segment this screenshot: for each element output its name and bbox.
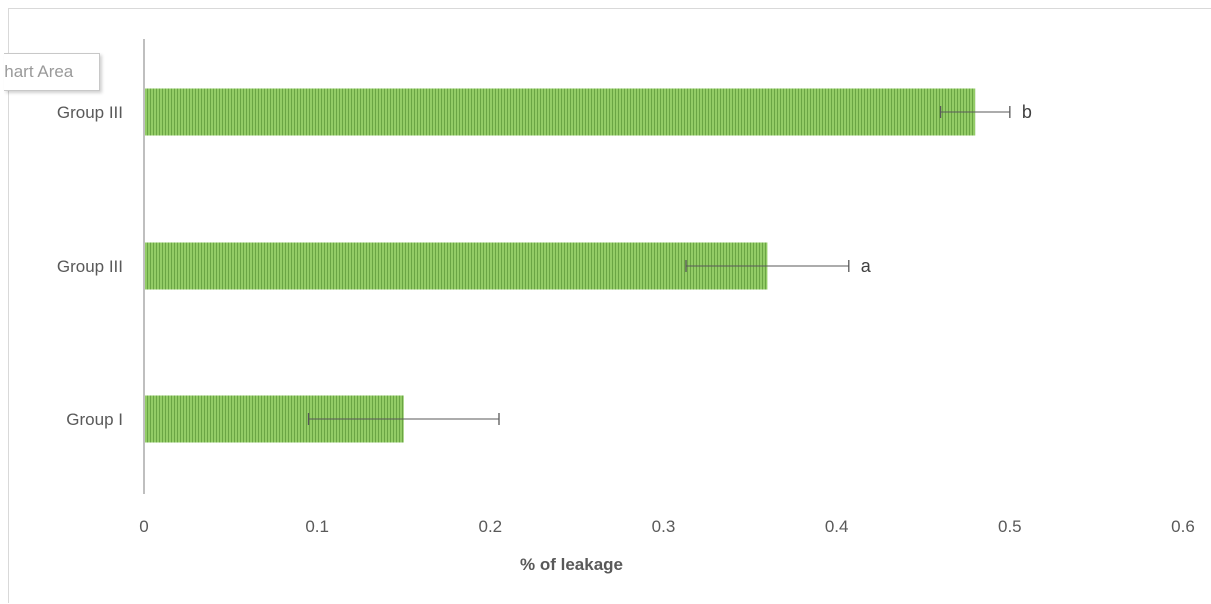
category-label: Group III: [57, 103, 123, 122]
bar-annotation: a: [861, 256, 872, 276]
chart-area[interactable]: 0 0.1 0.2 0.3 0.4 0.5 0.6 Group I Group III a Grou…: [8, 8, 1211, 603]
bar: [145, 242, 768, 290]
x-tick-label: 0.5: [998, 517, 1022, 536]
x-tick-label: 0.2: [479, 517, 503, 536]
x-tick-label: 0.1: [305, 517, 329, 536]
x-tick-label: 0.4: [825, 517, 849, 536]
category-label: Group I: [66, 410, 123, 429]
bars: [145, 88, 976, 443]
bar: [145, 88, 976, 136]
error-bars: [307, 106, 1011, 425]
bar-chart: 0 0.1 0.2 0.3 0.4 0.5 0.6 Group I Group III a Grou…: [57, 39, 1195, 574]
category-label: Group III: [57, 257, 123, 276]
chart-area-tooltip: Chart Area: [4, 53, 100, 91]
labels: 0 0.1 0.2 0.3 0.4 0.5 0.6 Group I Group III a Grou…: [57, 102, 1195, 536]
bar-annotation: b: [1022, 102, 1032, 122]
x-tick-label: 0: [139, 517, 148, 536]
x-tick-label: 0.3: [652, 517, 676, 536]
x-tick-label: 0.6: [1171, 517, 1195, 536]
x-axis-title: % of leakage: [520, 555, 623, 574]
